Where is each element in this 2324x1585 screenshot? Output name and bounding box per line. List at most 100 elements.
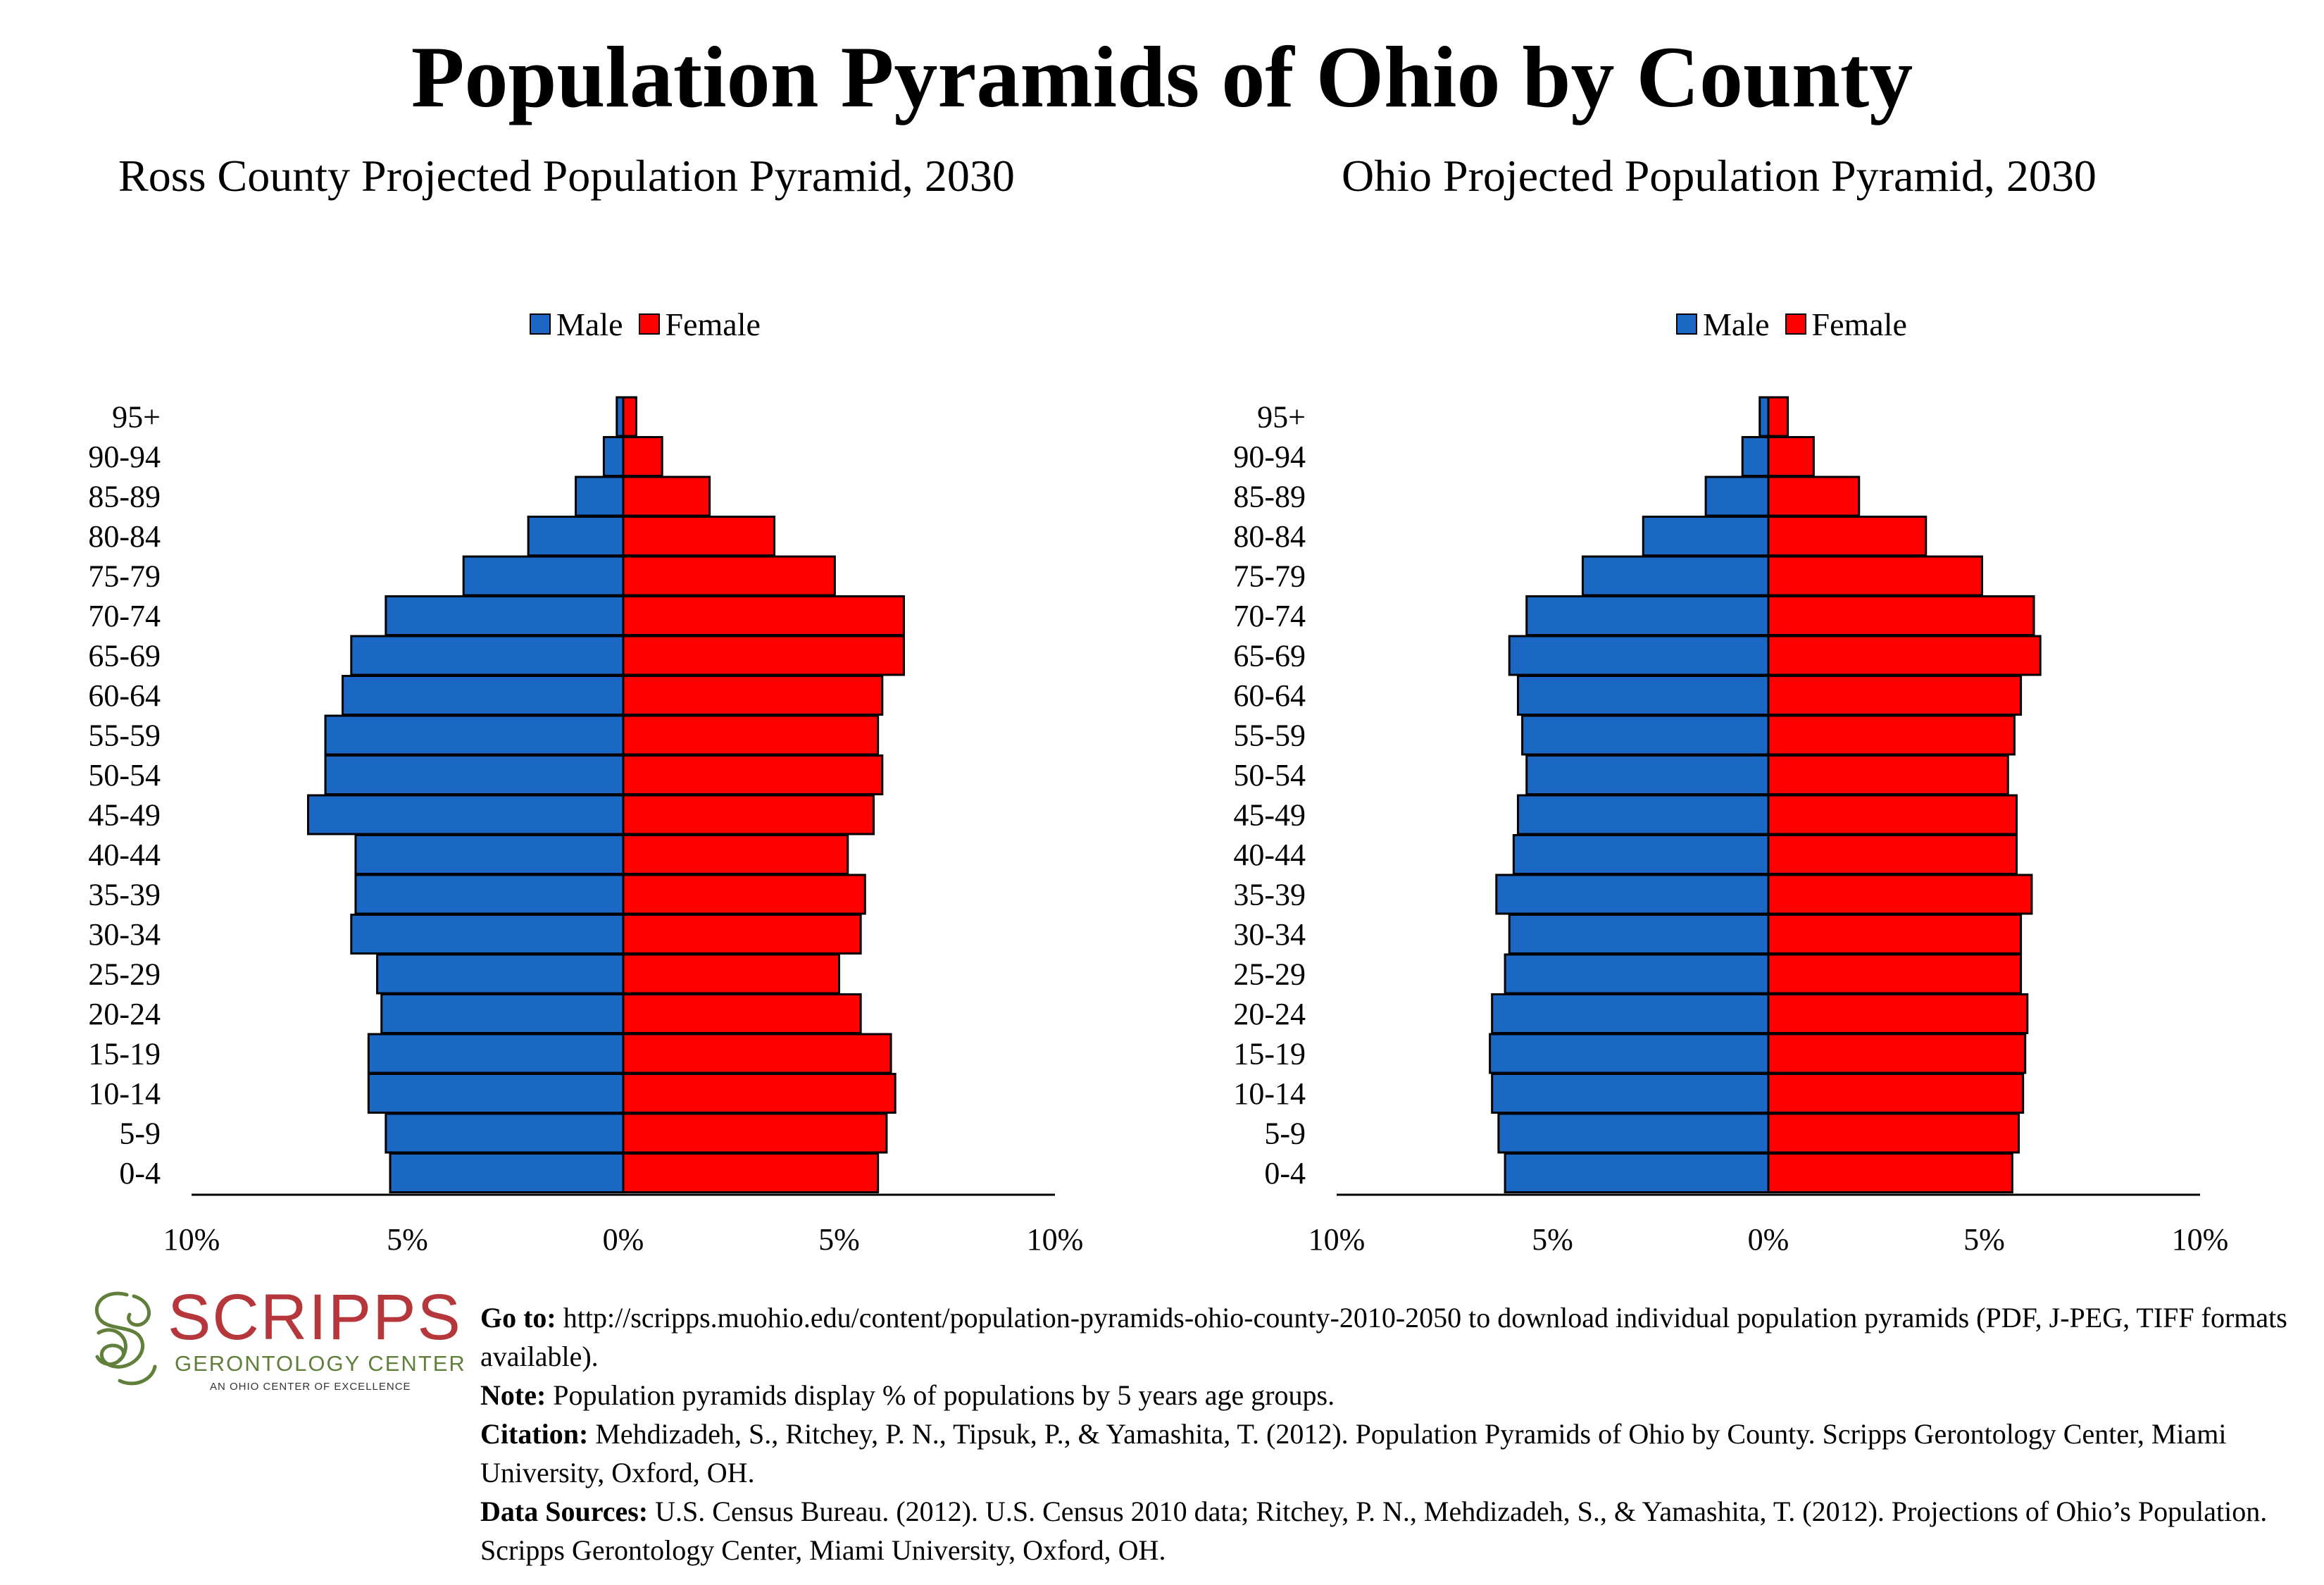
male-bar (1497, 1112, 1770, 1154)
age-group-label: 25-29 (88, 957, 161, 992)
age-group-label: 75-79 (88, 559, 161, 594)
legend-female: Female (638, 306, 761, 343)
female-bar (1767, 714, 2016, 756)
age-group-label: 60-64 (88, 678, 161, 713)
female-bar (1767, 754, 2009, 795)
age-group-label: 30-34 (88, 917, 161, 952)
age-group-label: 45-49 (1233, 798, 1306, 833)
female-bar (622, 476, 711, 517)
x-tick-label: 10% (2172, 1222, 2229, 1257)
age-group-label: 65-69 (88, 639, 161, 673)
female-bar (1767, 1033, 2027, 1074)
female-bar (1767, 516, 1928, 557)
female-bar (622, 874, 866, 915)
male-bar (527, 516, 625, 557)
age-group-label: 10-14 (1233, 1076, 1306, 1111)
ohio-chart-title: Ohio Projected Population Pyramid, 2030 (1342, 151, 2097, 201)
age-group-label: 5-9 (1264, 1117, 1306, 1151)
note-label: Note: (480, 1379, 546, 1411)
male-bar (367, 1033, 625, 1074)
female-bar (1767, 1073, 2025, 1114)
age-group-label: 65-69 (1233, 639, 1306, 673)
female-bar (622, 1033, 892, 1074)
age-group-label: 50-54 (88, 758, 161, 792)
x-tick-label: 10% (163, 1222, 220, 1257)
legend-female-label: Female (665, 306, 761, 342)
female-bar (622, 595, 905, 636)
goto-label: Go to: (480, 1302, 556, 1334)
male-bar (380, 993, 625, 1034)
age-group-label: 55-59 (88, 719, 161, 753)
goto-note: Go to: http://scripps.muohio.edu/content… (480, 1298, 2311, 1376)
male-bar (1525, 754, 1770, 795)
age-group-label: 40-44 (88, 838, 161, 872)
age-group-label: 30-34 (1233, 917, 1306, 952)
male-bar (1491, 1073, 1770, 1114)
male-bar (1508, 635, 1770, 676)
age-group-label: 35-39 (1233, 878, 1306, 912)
male-bar (1516, 675, 1770, 716)
age-group-label: 55-59 (1233, 719, 1306, 753)
female-bar (1767, 993, 2029, 1034)
citation-text: Mehdizadeh, S., Ritchey, P. N., Tipsuk, … (480, 1418, 2227, 1488)
goto-link[interactable]: http://scripps.muohio.edu/content/popula… (480, 1302, 2287, 1372)
female-bar (1767, 476, 1861, 517)
age-group-label: 45-49 (88, 798, 161, 833)
age-group-label: 20-24 (1233, 997, 1306, 1031)
male-bar (389, 1152, 625, 1193)
sources-label: Data Sources: (480, 1496, 649, 1527)
x-tick-label: 10% (1308, 1222, 1366, 1257)
male-bar (1495, 874, 1770, 915)
age-group-label: 75-79 (1233, 559, 1306, 594)
male-bar (385, 595, 625, 636)
ohio-legend: Male Female (1676, 304, 1923, 344)
female-bar (622, 1073, 897, 1114)
note-line: Note: Population pyramids display % of p… (480, 1376, 2311, 1415)
citation-label: Citation: (480, 1418, 589, 1450)
x-tick-label: 0% (603, 1222, 644, 1257)
male-bar (1504, 953, 1770, 995)
citation-note: Citation: Mehdizadeh, S., Ritchey, P. N.… (480, 1415, 2311, 1492)
age-group-label: 5-9 (119, 1117, 161, 1151)
female-bar (622, 555, 836, 597)
male-bar (1704, 476, 1770, 517)
x-tick-label: 5% (1532, 1222, 1573, 1257)
female-bar (1767, 635, 2042, 676)
age-group-label: 10-14 (88, 1076, 161, 1111)
male-bar (1489, 1033, 1770, 1074)
female-bar (1767, 436, 1815, 477)
age-group-label: 15-19 (88, 1037, 161, 1071)
age-group-label: 0-4 (1264, 1156, 1306, 1191)
female-bar (1767, 396, 1789, 437)
age-group-label: 70-74 (88, 599, 161, 633)
x-tick-label: 5% (1963, 1222, 2005, 1257)
female-bar (1767, 953, 2023, 995)
female-bar (1767, 675, 2023, 716)
x-tick-label: 0% (1748, 1222, 1789, 1257)
female-bar (622, 675, 884, 716)
age-group-label: 50-54 (1233, 758, 1306, 792)
female-bar (622, 834, 849, 875)
female-bar (622, 516, 776, 557)
age-group-label: 95+ (112, 400, 161, 435)
age-group-label: 95+ (1257, 400, 1306, 435)
age-group-label: 0-4 (119, 1156, 161, 1191)
legend-male: Male (1676, 306, 1770, 343)
male-bar (1521, 714, 1770, 756)
main-title: Population Pyramids of Ohio by County (411, 29, 1913, 125)
male-bar (350, 914, 625, 955)
female-bar (622, 1152, 880, 1193)
scripps-logo: SCRIPPS GERONTOLOGY CENTER AN OHIO CENTE… (85, 1282, 465, 1395)
male-bar (1504, 1152, 1770, 1193)
male-bar (307, 794, 625, 835)
female-bar (622, 914, 862, 955)
age-group-label: 15-19 (1233, 1037, 1306, 1071)
male-bar (342, 675, 625, 716)
legend-male-label: Male (1703, 306, 1770, 342)
age-group-label: 90-94 (88, 440, 161, 474)
female-bar (1767, 595, 2035, 636)
female-bar (1767, 914, 2023, 955)
male-bar (1516, 794, 1770, 835)
male-bar (1758, 396, 1770, 437)
legend-female-swatch (638, 313, 660, 335)
